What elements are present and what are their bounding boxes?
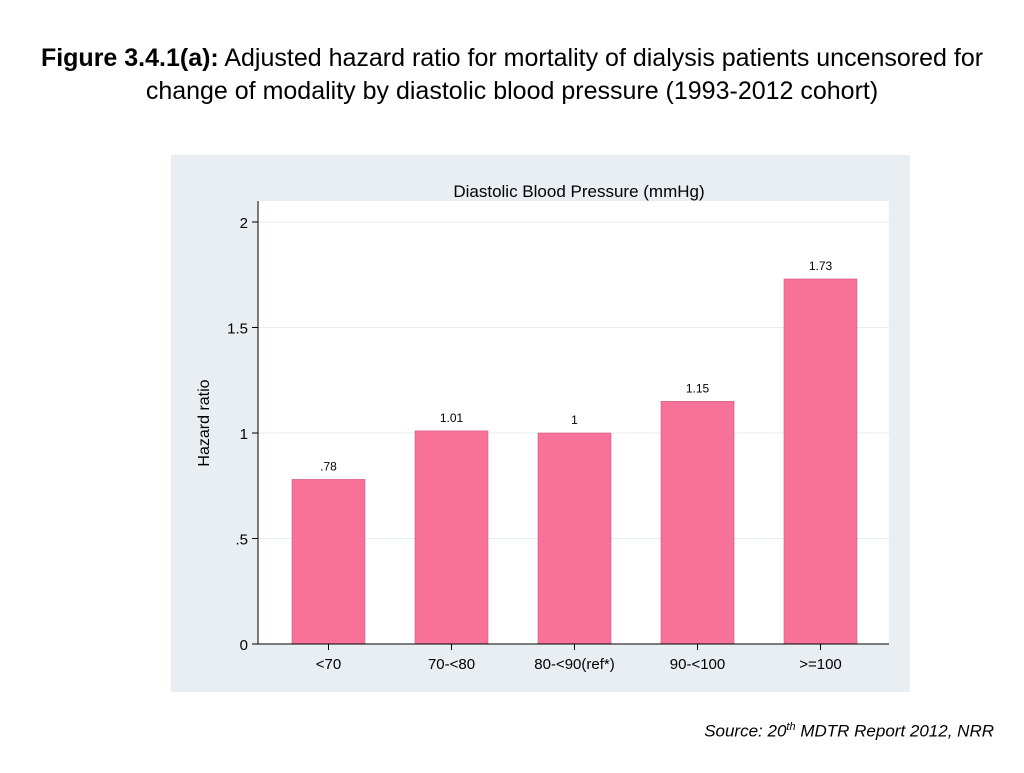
bar-value-label: 1.15 xyxy=(686,381,710,395)
bar xyxy=(291,479,366,645)
figure-title-text: Adjusted hazard ratio for mortality of d… xyxy=(145,44,984,105)
bar xyxy=(660,401,735,645)
y-tick-label: 1.5 xyxy=(227,321,248,338)
bar xyxy=(537,432,612,645)
bar-value-label: 1.01 xyxy=(440,411,464,425)
y-tick-label: 1 xyxy=(240,426,248,443)
x-tick-label: >=100 xyxy=(799,656,842,673)
source-suffix: MDTR Report 2012, NRR xyxy=(795,721,994,741)
bar-value-label: 1 xyxy=(571,413,578,427)
figure-title-bold: Figure 3.4.1(a): xyxy=(40,44,219,72)
source-prefix: Source: 20 xyxy=(704,721,787,741)
bar-value-label: 1.73 xyxy=(809,259,833,273)
x-tick-label: 80-<90(ref*) xyxy=(534,656,614,673)
x-tick-label: 70-<80 xyxy=(428,656,475,673)
x-tick-label: <70 xyxy=(316,656,341,673)
y-tick-label: .5 xyxy=(235,532,248,549)
x-tick-label: 90-<100 xyxy=(670,656,725,673)
bar xyxy=(414,430,489,645)
y-axis: 0 .5 1 1.5 2 xyxy=(227,201,259,654)
bar xyxy=(783,278,858,645)
source-note: Source: 20th MDTR Report 2012, NRR xyxy=(704,721,994,742)
bars: .78 1.01 1 1.15 1.73 xyxy=(291,259,858,645)
y-tick-label: 2 xyxy=(240,215,248,232)
figure-title: Figure 3.4.1(a): Adjusted hazard ratio f… xyxy=(40,42,984,108)
y-axis-label: Hazard ratio xyxy=(196,379,213,466)
chart-title: Diastolic Blood Pressure (mmHg) xyxy=(453,182,704,201)
source-superscript: th xyxy=(786,721,796,733)
x-axis: <70 70-<80 80-<90(ref*) 90-<100 >=100 xyxy=(258,643,889,673)
bar-value-label: .78 xyxy=(320,459,337,473)
y-tick-label: 0 xyxy=(240,637,248,654)
